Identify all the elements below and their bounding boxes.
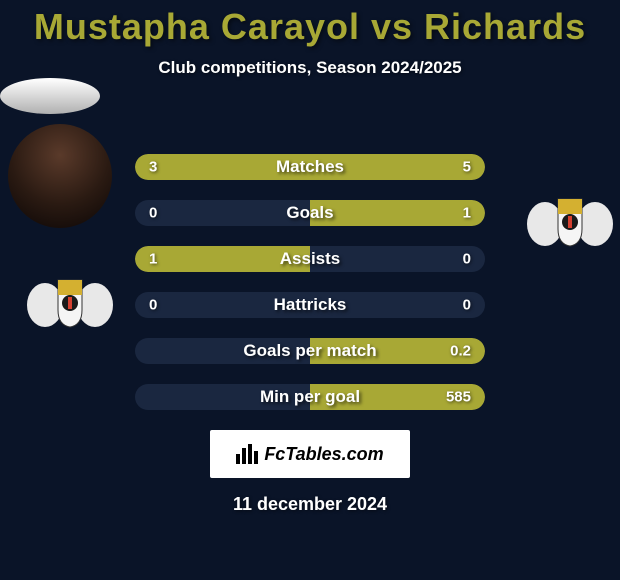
- stat-label: Assists: [280, 249, 340, 269]
- date: 11 december 2024: [0, 494, 620, 515]
- player-right-photo: [0, 78, 100, 114]
- stat-label: Min per goal: [260, 387, 360, 407]
- stat-row: Hattricks 0 0: [135, 292, 485, 318]
- stat-row: Goals 0 1: [135, 200, 485, 226]
- stat-label: Goals: [286, 203, 333, 223]
- stat-value-right: 0: [463, 251, 471, 268]
- stat-row: Assists 1 0: [135, 246, 485, 272]
- stat-value-right: 0.2: [450, 343, 471, 360]
- stat-value-left: 0: [149, 205, 157, 222]
- fctables-badge: FcTables.com: [210, 430, 410, 478]
- stat-row: Matches 3 5: [135, 154, 485, 180]
- stat-label: Hattricks: [274, 295, 347, 315]
- stat-value-right: 5: [463, 159, 471, 176]
- stat-row: Min per goal 585: [135, 384, 485, 410]
- stat-value-right: 585: [446, 389, 471, 406]
- subtitle: Club competitions, Season 2024/2025: [0, 58, 620, 78]
- stats-bars: Matches35Goals01Assists10Hattricks00Goal…: [0, 154, 620, 410]
- stat-value-right: 0: [463, 297, 471, 314]
- fctables-label: FcTables.com: [264, 444, 383, 465]
- stat-value-left: 0: [149, 297, 157, 314]
- stat-value-left: 3: [149, 159, 157, 176]
- stat-value-right: 1: [463, 205, 471, 222]
- stat-fill-right: [310, 200, 485, 226]
- fctables-icon: [236, 444, 258, 464]
- stat-label: Goals per match: [243, 341, 376, 361]
- stat-value-left: 1: [149, 251, 157, 268]
- stat-label: Matches: [276, 157, 344, 177]
- page-title: Mustapha Carayol vs Richards: [0, 0, 620, 48]
- comparison-infographic: Mustapha Carayol vs Richards Club compet…: [0, 0, 620, 515]
- stat-row: Goals per match 0.2: [135, 338, 485, 364]
